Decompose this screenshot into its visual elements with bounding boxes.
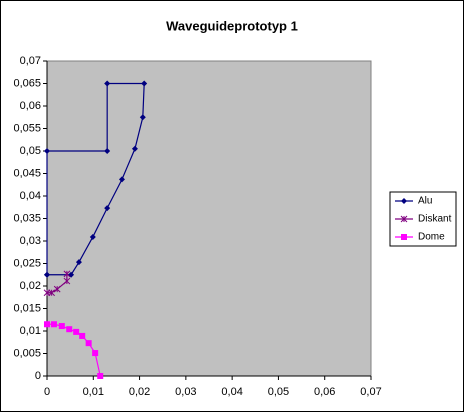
marker [141, 80, 148, 87]
y-tick-label: 0 [35, 370, 41, 382]
legend-label: Diskant [418, 214, 452, 225]
marker [104, 80, 111, 87]
marker [89, 233, 96, 240]
marker [118, 176, 125, 183]
marker [58, 323, 65, 330]
x-tick-label: 0,06 [314, 386, 335, 398]
marker [48, 289, 55, 297]
y-tick-label: 0,05 [20, 145, 41, 157]
marker [97, 373, 104, 379]
marker [63, 277, 71, 285]
y-tick-label: 0,07 [20, 55, 41, 67]
y-tick-label: 0,06 [20, 100, 41, 112]
chart-title: Waveguideprototyp 1 [166, 18, 298, 33]
marker [85, 340, 92, 347]
marker [44, 321, 50, 328]
legend-label: Alu [418, 196, 432, 207]
marker [401, 234, 407, 240]
marker [92, 350, 99, 357]
y-tick-label: 0,065 [13, 77, 41, 89]
marker [104, 205, 111, 212]
marker [75, 259, 82, 266]
y-tick-label: 0,04 [20, 190, 41, 202]
marker [73, 328, 80, 335]
marker [44, 148, 50, 154]
x-tick-label: 0,04 [221, 386, 242, 398]
legend-label: Dome [418, 232, 445, 243]
y-tick-label: 0,01 [20, 325, 41, 337]
y-tick-label: 0,015 [13, 302, 41, 314]
y-tick-label: 0,025 [13, 257, 41, 269]
marker [53, 285, 61, 293]
marker [66, 326, 73, 333]
marker [44, 271, 50, 278]
y-tick-label: 0,03 [20, 235, 41, 247]
marker [139, 114, 146, 121]
marker [79, 332, 86, 339]
plot-area [46, 60, 372, 377]
y-tick-label: 0,035 [13, 212, 41, 224]
y-tick-label: 0,02 [20, 280, 41, 292]
marker [401, 198, 407, 204]
x-tick-label: 0,01 [83, 386, 104, 398]
y-tick-label: 0,055 [13, 122, 41, 134]
marker [104, 148, 111, 154]
x-tick-label: 0,03 [175, 386, 196, 398]
marker [400, 215, 408, 223]
marker [63, 270, 71, 278]
x-tick-label: 0,07 [360, 386, 381, 398]
y-tick-label: 0,005 [13, 347, 41, 359]
x-tick-label: 0,02 [129, 386, 150, 398]
x-tick-label: 0,05 [268, 386, 289, 398]
marker [50, 321, 57, 328]
x-tick-label: 0 [44, 386, 50, 398]
y-tick-label: 0,045 [13, 167, 41, 179]
marker [131, 145, 138, 152]
